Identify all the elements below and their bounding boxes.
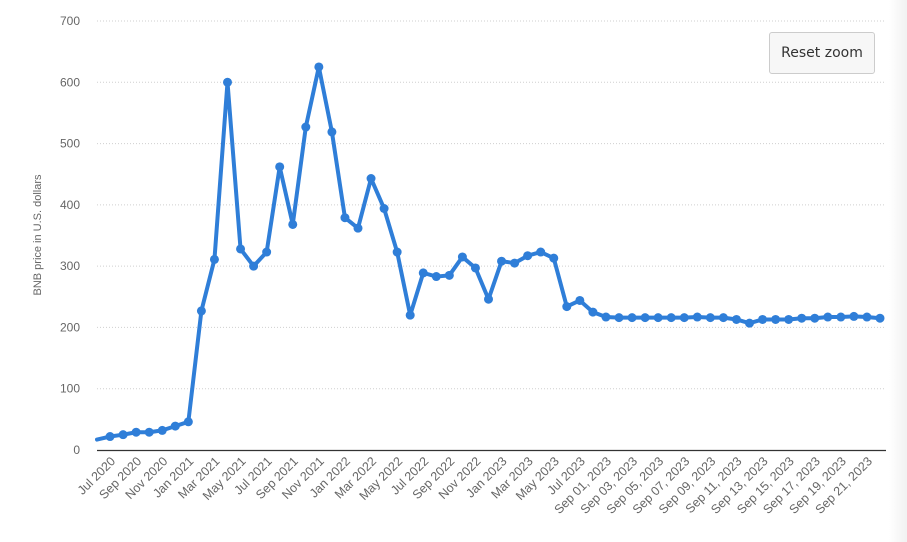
data-point[interactable]	[836, 312, 846, 322]
data-point[interactable]	[497, 256, 507, 266]
data-point[interactable]	[771, 314, 781, 324]
data-point[interactable]	[418, 268, 428, 278]
data-point[interactable]	[170, 421, 180, 431]
data-point[interactable]	[692, 312, 702, 322]
y-axis-tick-labels: 0 100 200 300 400 500 600 700	[60, 14, 80, 457]
data-point[interactable]	[484, 294, 493, 304]
series-line-bnb-price[interactable]	[95, 64, 882, 442]
data-point[interactable]	[536, 247, 546, 257]
data-point[interactable]	[627, 313, 637, 323]
data-point[interactable]	[705, 313, 715, 323]
data-point[interactable]	[679, 313, 689, 323]
data-point[interactable]	[614, 313, 624, 323]
data-point[interactable]	[457, 252, 467, 262]
data-point[interactable]	[262, 247, 272, 257]
data-point[interactable]	[183, 417, 193, 427]
data-point[interactable]	[653, 313, 663, 323]
data-point[interactable]	[353, 223, 363, 233]
y-tick-label: 400	[60, 198, 80, 212]
data-point[interactable]	[588, 307, 598, 317]
data-point[interactable]	[849, 311, 859, 321]
data-point[interactable]	[249, 261, 259, 271]
y-tick-label: 700	[60, 14, 80, 28]
data-point[interactable]	[862, 312, 872, 322]
data-point[interactable]	[562, 302, 572, 312]
y-tick-label: 600	[60, 75, 80, 89]
data-point[interactable]	[666, 313, 676, 323]
data-point[interactable]	[275, 162, 285, 172]
data-point[interactable]	[366, 174, 376, 184]
data-point[interactable]	[549, 253, 559, 263]
data-point[interactable]	[640, 313, 650, 323]
data-point[interactable]	[340, 213, 350, 223]
data-point[interactable]	[392, 247, 402, 257]
y-tick-label: 200	[60, 320, 80, 334]
data-point[interactable]	[157, 425, 167, 435]
data-point[interactable]	[823, 312, 833, 322]
data-point[interactable]	[196, 306, 206, 316]
data-point[interactable]	[144, 427, 154, 437]
data-point[interactable]	[236, 244, 246, 254]
data-point[interactable]	[301, 122, 311, 132]
y-tick-label: 500	[60, 137, 80, 151]
data-point[interactable]	[118, 430, 128, 440]
data-point[interactable]	[379, 204, 389, 214]
scroll-edge-shadow	[889, 0, 907, 542]
data-point[interactable]	[810, 313, 820, 323]
grid-lines	[97, 20, 886, 390]
data-point[interactable]	[105, 432, 115, 442]
data-point[interactable]	[745, 318, 754, 328]
data-point[interactable]	[327, 127, 337, 137]
data-point[interactable]	[575, 295, 585, 305]
data-point[interactable]	[731, 314, 741, 324]
y-tick-label: 0	[73, 443, 80, 457]
data-points	[105, 62, 885, 442]
data-point[interactable]	[601, 312, 611, 322]
data-point[interactable]	[758, 314, 768, 324]
data-point[interactable]	[288, 219, 298, 229]
data-point[interactable]	[131, 427, 141, 437]
data-point[interactable]	[470, 263, 480, 273]
data-point[interactable]	[797, 313, 807, 323]
y-tick-label: 100	[60, 382, 80, 396]
data-point[interactable]	[405, 310, 415, 320]
data-point[interactable]	[875, 313, 885, 323]
data-point[interactable]	[510, 258, 520, 268]
data-point[interactable]	[523, 251, 533, 261]
data-point[interactable]	[431, 272, 441, 282]
data-point[interactable]	[718, 313, 728, 323]
data-point[interactable]	[314, 62, 324, 72]
data-point[interactable]	[223, 77, 232, 87]
y-tick-label: 300	[60, 259, 80, 273]
reset-zoom-button[interactable]: Reset zoom	[769, 32, 875, 74]
data-point[interactable]	[444, 270, 454, 280]
data-point[interactable]	[784, 314, 794, 324]
data-point[interactable]	[209, 254, 219, 264]
y-axis-title: BNB price in U.S. dollars	[32, 174, 44, 296]
